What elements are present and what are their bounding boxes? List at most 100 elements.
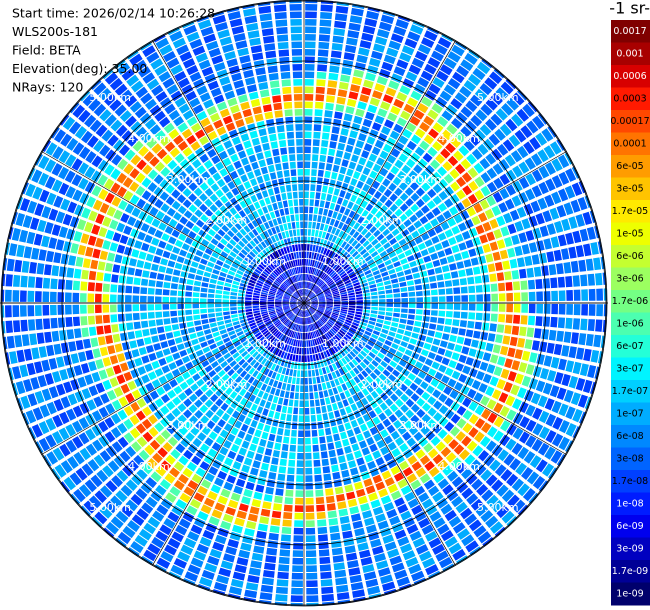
range-gate [91, 410, 103, 422]
range-gate [263, 239, 270, 247]
range-gate [244, 343, 252, 350]
range-gate [155, 465, 167, 477]
range-gate [428, 83, 441, 95]
range-gate [420, 381, 429, 390]
range-gate [556, 330, 564, 342]
range-gate [413, 377, 423, 386]
range-gate [394, 198, 404, 207]
range-gate [316, 329, 321, 337]
range-gate [411, 57, 425, 69]
range-gate [334, 410, 341, 418]
range-gate [404, 234, 413, 243]
range-gate [465, 268, 474, 276]
range-gate [325, 241, 331, 248]
range-gate [36, 263, 45, 275]
range-gate [367, 585, 381, 595]
range-gate [464, 52, 478, 65]
range-gate [57, 279, 66, 290]
range-gate [332, 118, 342, 127]
range-gate [267, 394, 274, 402]
range-gate [149, 156, 160, 167]
range-gate [347, 30, 360, 39]
range-gate [283, 398, 289, 406]
range-gate [304, 310, 306, 317]
range-gate [319, 223, 325, 231]
range-gate [321, 458, 329, 466]
range-gate [357, 216, 365, 224]
range-gate [376, 29, 390, 39]
range-gate [127, 216, 137, 227]
range-gate [282, 519, 292, 527]
range-gate [207, 448, 218, 458]
range-gate [375, 174, 385, 183]
range-gate [414, 361, 424, 370]
range-gate [424, 374, 433, 384]
range-gate [386, 47, 399, 58]
range-gate [250, 45, 263, 54]
range-gate [236, 404, 244, 413]
range-gate [255, 226, 263, 234]
range-gate [324, 311, 331, 315]
range-gate [517, 504, 529, 516]
range-gate [288, 313, 294, 319]
range-gate [107, 460, 120, 473]
range-gate [133, 277, 141, 286]
range-gate [117, 285, 125, 293]
range-gate [390, 430, 400, 440]
range-gate [373, 433, 382, 442]
range-gate [374, 220, 383, 229]
range-gate [252, 258, 260, 266]
range-gate [277, 201, 283, 209]
range-gate [190, 426, 200, 436]
range-gate [296, 229, 300, 236]
range-gate [348, 210, 356, 219]
range-gate [267, 188, 274, 196]
range-gate [344, 355, 351, 363]
range-gate [296, 282, 300, 289]
range-gate [21, 334, 30, 347]
range-gate [572, 408, 583, 423]
range-gate [118, 200, 128, 211]
range-gate [339, 190, 346, 198]
range-gate [425, 164, 435, 175]
range-gate [84, 166, 96, 179]
range-gate [354, 316, 361, 321]
range-gate [328, 250, 334, 258]
range-gate [214, 264, 222, 271]
range-gate [388, 414, 398, 423]
range-gate [207, 261, 215, 268]
range-gate [334, 301, 341, 303]
range-gate [222, 263, 231, 270]
range-gate [374, 377, 383, 386]
range-gate [231, 337, 239, 344]
range-gate [541, 329, 549, 340]
range-gate [193, 492, 205, 503]
range-gate [419, 455, 431, 466]
range-gate [257, 390, 264, 398]
range-gate [267, 306, 275, 309]
range-gate [172, 396, 182, 406]
range-gate [411, 246, 420, 254]
range-gate [319, 262, 324, 270]
range-gate [286, 329, 291, 336]
range-gate [141, 132, 153, 144]
range-gate [97, 336, 106, 346]
range-gate [91, 516, 103, 528]
range-gate [136, 468, 148, 480]
range-gate [277, 358, 283, 365]
range-gate [475, 504, 489, 517]
range-gate [283, 504, 293, 512]
range-gate [292, 315, 297, 322]
range-gate [257, 208, 264, 216]
range-gate [135, 410, 146, 421]
range-gate [386, 352, 394, 359]
range-gate [379, 150, 389, 160]
range-gate [219, 108, 230, 118]
range-gate [282, 162, 289, 170]
range-gate [99, 346, 109, 357]
range-gate [404, 208, 414, 218]
range-gate [313, 260, 318, 268]
range-gate [221, 267, 229, 274]
range-gate [224, 90, 236, 100]
range-gate [291, 580, 303, 587]
